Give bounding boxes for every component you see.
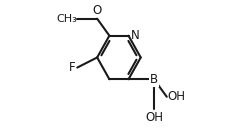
Text: F: F <box>69 61 75 74</box>
Text: N: N <box>130 29 139 42</box>
Text: O: O <box>92 4 101 17</box>
Text: OH: OH <box>144 111 162 124</box>
Text: B: B <box>149 73 157 86</box>
Text: CH₃: CH₃ <box>56 14 77 24</box>
Text: OH: OH <box>167 90 185 103</box>
